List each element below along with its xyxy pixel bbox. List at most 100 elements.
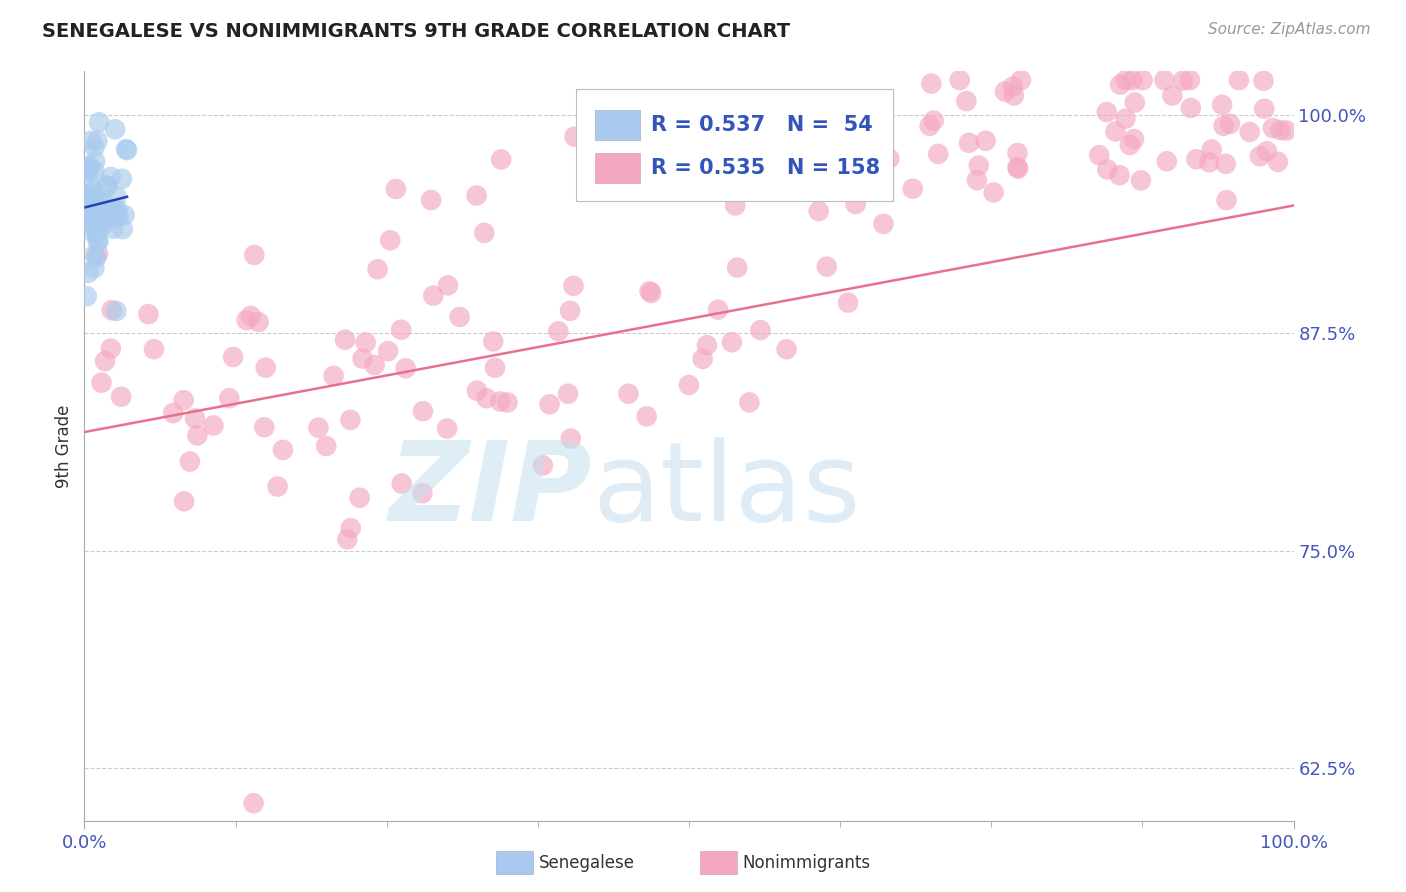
Point bbox=[107, 210, 129, 224]
Point bbox=[96, 179, 118, 194]
Point bbox=[100, 303, 122, 318]
Point bbox=[856, 166, 879, 180]
Point bbox=[339, 413, 361, 427]
Point bbox=[111, 222, 134, 236]
Point bbox=[79, 204, 101, 219]
Point bbox=[983, 186, 1005, 200]
Point bbox=[872, 217, 894, 231]
Point bbox=[79, 187, 101, 202]
Point bbox=[96, 178, 118, 193]
Point bbox=[91, 219, 114, 233]
Point bbox=[385, 182, 408, 196]
Point bbox=[104, 122, 127, 136]
Point bbox=[792, 183, 814, 197]
Point bbox=[75, 163, 97, 178]
Point bbox=[617, 386, 640, 401]
Point bbox=[83, 247, 105, 261]
Point bbox=[79, 159, 101, 173]
Point bbox=[465, 384, 488, 398]
Point bbox=[90, 376, 112, 390]
Point bbox=[749, 323, 772, 337]
Point bbox=[780, 170, 803, 185]
Point bbox=[845, 197, 868, 211]
Point bbox=[596, 153, 619, 168]
Point bbox=[966, 173, 988, 187]
Point bbox=[449, 310, 471, 324]
Point bbox=[100, 169, 122, 184]
Point bbox=[84, 154, 107, 169]
Point bbox=[271, 442, 294, 457]
Point bbox=[254, 360, 277, 375]
Point bbox=[1088, 148, 1111, 162]
Point bbox=[1132, 73, 1154, 87]
Point bbox=[1219, 117, 1241, 131]
Point bbox=[87, 234, 110, 248]
Point bbox=[253, 420, 276, 434]
Point bbox=[1156, 154, 1178, 169]
Point bbox=[115, 142, 138, 156]
Point bbox=[391, 476, 413, 491]
Point bbox=[89, 207, 111, 221]
Point bbox=[1212, 119, 1234, 133]
Point bbox=[1270, 123, 1292, 137]
Point bbox=[411, 486, 433, 500]
Point bbox=[105, 189, 128, 203]
Point bbox=[80, 134, 103, 148]
Point bbox=[420, 193, 443, 207]
Point bbox=[93, 196, 115, 211]
Point bbox=[1121, 73, 1143, 87]
Point bbox=[77, 216, 100, 230]
Point bbox=[82, 182, 104, 196]
Point bbox=[266, 479, 288, 493]
Point bbox=[547, 324, 569, 338]
Point bbox=[949, 73, 972, 87]
Text: SENEGALESE VS NONIMMIGRANTS 9TH GRADE CORRELATION CHART: SENEGALESE VS NONIMMIGRANTS 9TH GRADE CO… bbox=[42, 22, 790, 41]
Point bbox=[1097, 162, 1119, 177]
Point bbox=[562, 278, 585, 293]
Point bbox=[721, 335, 744, 350]
Point bbox=[333, 333, 356, 347]
Point bbox=[920, 77, 942, 91]
Point bbox=[538, 397, 561, 411]
Point bbox=[75, 199, 97, 213]
Point bbox=[927, 147, 949, 161]
Point bbox=[1002, 88, 1025, 103]
Point bbox=[678, 378, 700, 392]
Point bbox=[380, 233, 402, 247]
Point bbox=[87, 115, 110, 129]
Point bbox=[901, 182, 924, 196]
Point bbox=[738, 395, 761, 409]
Point bbox=[363, 358, 385, 372]
Point bbox=[560, 432, 582, 446]
Point bbox=[688, 169, 710, 184]
Point bbox=[96, 212, 118, 227]
Point bbox=[558, 303, 581, 318]
Point bbox=[80, 189, 103, 203]
Point bbox=[222, 350, 245, 364]
Point bbox=[77, 166, 100, 180]
Point bbox=[173, 393, 195, 408]
Point bbox=[1178, 73, 1201, 87]
Point bbox=[1253, 74, 1275, 88]
Point bbox=[138, 307, 160, 321]
Point bbox=[84, 194, 107, 209]
Point bbox=[422, 288, 444, 302]
Point bbox=[90, 204, 112, 219]
Point bbox=[596, 158, 619, 172]
Point bbox=[752, 141, 775, 155]
Point bbox=[339, 521, 361, 535]
Point bbox=[472, 226, 495, 240]
Point bbox=[1115, 73, 1137, 87]
Point bbox=[242, 796, 264, 810]
Point bbox=[557, 386, 579, 401]
Text: R = 0.537   N =  54: R = 0.537 N = 54 bbox=[651, 115, 873, 135]
Point bbox=[1215, 193, 1237, 207]
Point bbox=[1114, 112, 1136, 126]
Point bbox=[412, 404, 434, 418]
Point bbox=[1153, 73, 1175, 87]
Point bbox=[994, 85, 1017, 99]
Point bbox=[725, 260, 748, 275]
Point bbox=[395, 361, 418, 376]
Point bbox=[100, 342, 122, 356]
Text: R = 0.535   N = 158: R = 0.535 N = 158 bbox=[651, 158, 880, 178]
